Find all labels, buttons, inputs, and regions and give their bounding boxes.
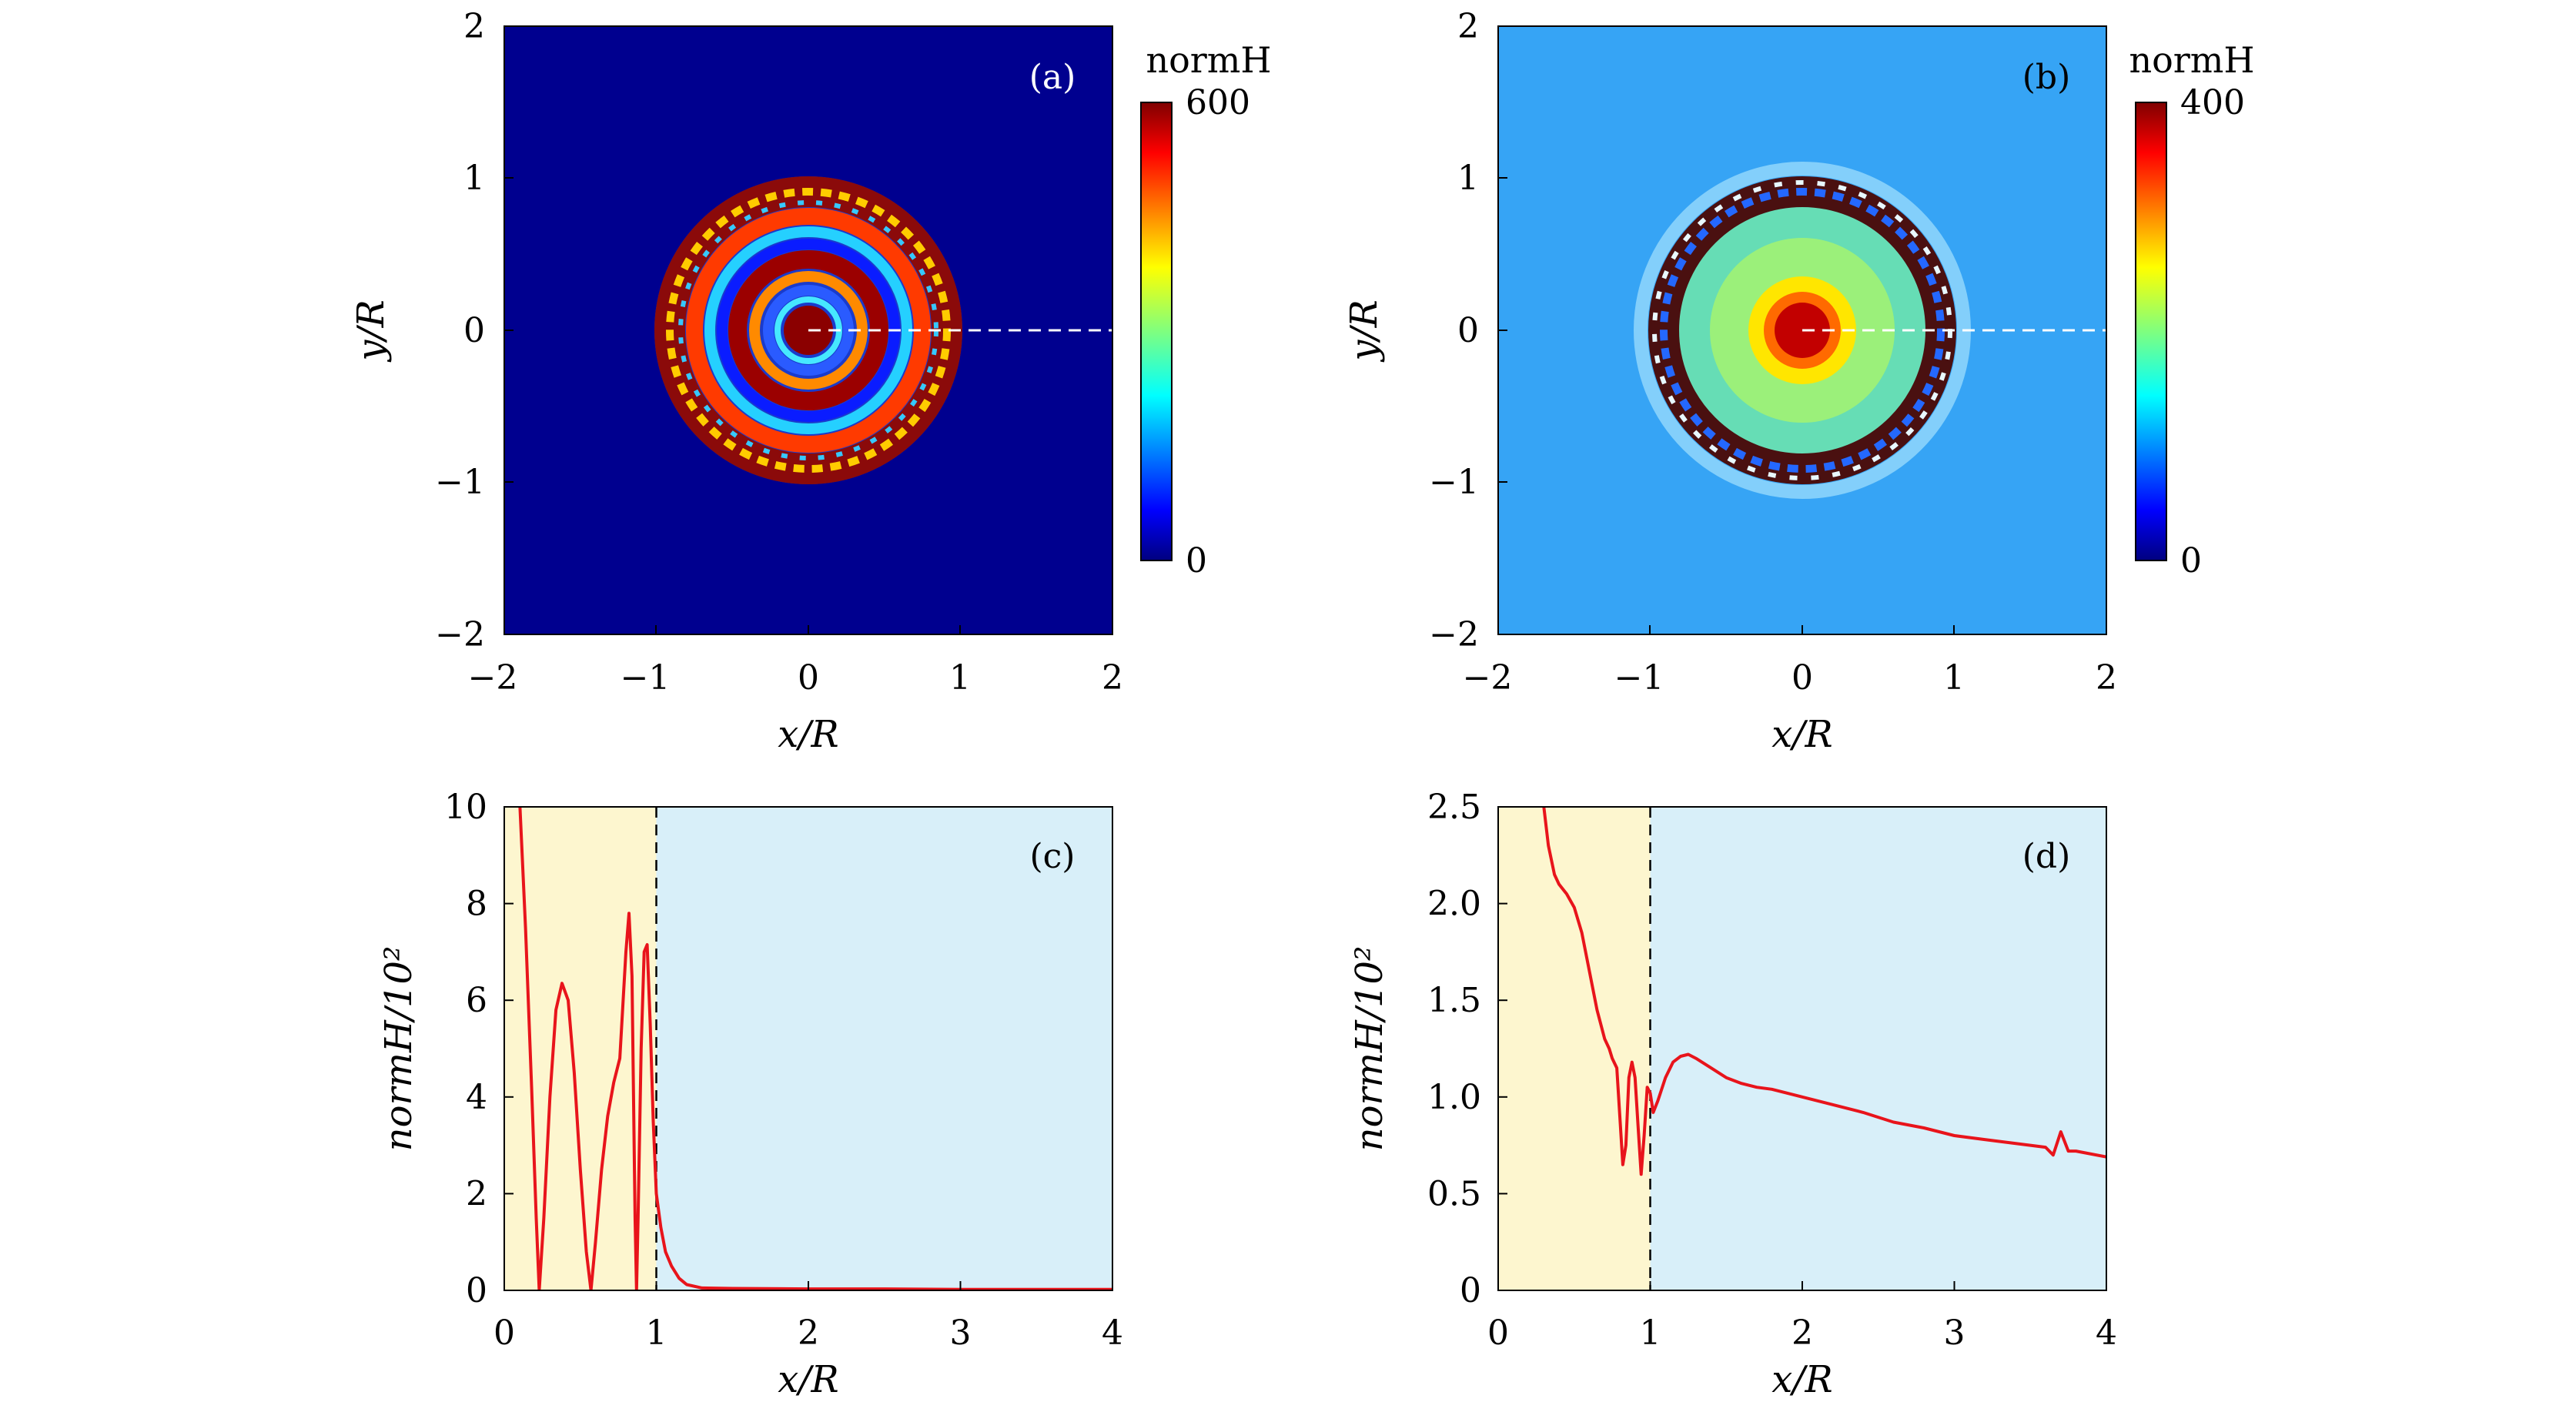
panel-b-colorbar-gradient — [2135, 102, 2167, 561]
panel-a-colorbar-max: 600 — [1186, 83, 1250, 122]
panel-d-label: (d) — [2022, 837, 2071, 876]
panel-a-xtick-3: 1 — [949, 658, 971, 698]
panel-b-heatmap: −2 −1 0 1 2 −2 −1 0 1 2 x/R y/R (b) norm… — [1343, 7, 2255, 756]
panel-b-xtick-1: −1 — [1614, 658, 1664, 698]
panel-c-ytick-2: 4 — [466, 1078, 487, 1117]
panel-c-ytick-5: 10 — [444, 788, 487, 827]
panel-a-colorbar-min: 0 — [1186, 541, 1207, 581]
panel-a-ring-2 — [704, 226, 912, 434]
panel-b-ytick-2: 0 — [1457, 311, 1479, 350]
panel-d-regions — [1498, 807, 2106, 1290]
panel-a-xtick-1: −1 — [621, 658, 671, 698]
panel-b-xtick-2: 0 — [1791, 658, 1813, 698]
panel-b-xtick-0: −2 — [1463, 658, 1513, 698]
panel-d-line-chart: 0 1 2 3 4 0 0.5 1.0 1.5 2.0 2.5 x/R normH/10² (d) — [1348, 788, 2117, 1401]
panel-d-xtick-0: 0 — [1487, 1313, 1509, 1353]
panel-a-ytick-1: −1 — [435, 463, 485, 502]
panel-a-ytick-3: 1 — [463, 159, 485, 198]
panel-d-xtick-1: 1 — [1640, 1313, 1661, 1353]
panel-b-y-ticks: −2 −1 0 1 2 — [1429, 7, 1507, 654]
panel-a-colorbar-label: normH — [1146, 39, 1271, 81]
panel-a-x-ticks: −2 −1 0 1 2 — [468, 625, 1123, 698]
panel-b-colorbar-min: 0 — [2180, 541, 2202, 581]
panel-b-ylabel: y/R — [1343, 299, 1386, 362]
panel-b-xtick-4: 2 — [2096, 658, 2117, 698]
panel-a-ring-dense-detail — [666, 188, 951, 473]
panel-a-colorbar-gradient — [1140, 102, 1173, 561]
panel-b-ytick-0: −2 — [1429, 615, 1479, 654]
panel-c-ytick-4: 8 — [466, 885, 487, 924]
panel-a-xlabel: x/R — [778, 713, 838, 756]
panel-d-ytick-1: 0.5 — [1427, 1174, 1481, 1213]
panel-d-xtick-4: 4 — [2096, 1313, 2117, 1353]
panel-d-series-line-0 — [1542, 807, 2106, 1176]
panel-c-ytick-1: 2 — [466, 1174, 487, 1213]
panel-b-xlabel: x/R — [1771, 713, 1832, 756]
panel-a-ytick-2: 0 — [463, 311, 485, 350]
panel-d-xlabel: x/R — [1771, 1358, 1832, 1401]
panel-d-ylabel: normH/10² — [1348, 946, 1391, 1152]
panel-a-ring-1 — [686, 208, 931, 453]
panel-c-series-line-0 — [518, 807, 1112, 1290]
panel-d-ytick-5: 2.5 — [1427, 788, 1481, 827]
panel-c-ticks: 0 1 2 3 4 0 2 4 6 8 10 — [444, 788, 1123, 1353]
panel-b-colorbar-max: 400 — [2180, 83, 2245, 122]
panel-c-regions — [504, 807, 1112, 1290]
panel-a-xtick-0: −2 — [468, 658, 518, 698]
panel-a-ytick-4: 2 — [463, 7, 485, 46]
panel-d-ytick-3: 1.5 — [1427, 981, 1481, 1020]
panel-a-ylabel: y/R — [350, 299, 393, 362]
panel-d-ytick-0: 0 — [1460, 1271, 1481, 1310]
panel-a-xtick-4: 2 — [1102, 658, 1123, 698]
panel-b-ring-dense-detail — [1660, 188, 1945, 473]
panel-b-colorbar: normH 400 0 — [2129, 39, 2254, 581]
panel-b-xtick-3: 1 — [1943, 658, 1965, 698]
panel-d-xtick-3: 3 — [1944, 1313, 1965, 1353]
panel-c-label: (c) — [1030, 837, 1076, 876]
panel-d-region-1 — [1650, 807, 2106, 1290]
panel-a-ring-5 — [749, 271, 868, 390]
panel-c-xtick-4: 4 — [1102, 1313, 1123, 1353]
panel-c-ylabel: normH/10² — [377, 946, 420, 1152]
panel-a-colorbar: normH 600 0 — [1140, 39, 1272, 581]
panel-c-xtick-0: 0 — [493, 1313, 515, 1353]
panel-d-series — [1542, 807, 2106, 1176]
panel-a-field — [654, 176, 1112, 484]
panel-c-ytick-0: 0 — [466, 1271, 487, 1310]
panel-a-label: (a) — [1029, 58, 1076, 97]
panel-a-heatmap: −2 −1 0 1 2 −2 −1 0 1 2 x/R y/R (a) norm… — [350, 7, 1272, 756]
panel-b-ytick-3: 1 — [1457, 159, 1479, 198]
panel-c-region-1 — [656, 807, 1112, 1290]
panel-b-colorbar-label: normH — [2129, 39, 2254, 81]
panel-d-ytick-2: 1.0 — [1427, 1078, 1481, 1117]
panel-d-ticks: 0 1 2 3 4 0 0.5 1.0 1.5 2.0 2.5 — [1427, 788, 2117, 1353]
panel-d-region-0 — [1498, 807, 1651, 1290]
panel-c-xtick-2: 2 — [798, 1313, 819, 1353]
panel-a-y-ticks: −2 −1 0 1 2 — [435, 7, 514, 654]
panel-c-xtick-3: 3 — [950, 1313, 972, 1353]
panel-b-x-ticks: −2 −1 0 1 2 — [1463, 625, 2117, 698]
panel-a-ytick-0: −2 — [435, 615, 485, 654]
panel-c-series — [518, 807, 1112, 1290]
panel-b-label: (b) — [2022, 58, 2071, 97]
panel-d-ytick-4: 2.0 — [1427, 885, 1481, 924]
panel-b-field — [1634, 162, 2106, 499]
panel-d-xtick-2: 2 — [1791, 1313, 1813, 1353]
panel-c-line-chart: 0 1 2 3 4 0 2 4 6 8 10 x/R normH/10² (c) — [377, 788, 1123, 1401]
panel-b-ytick-4: 2 — [1457, 7, 1479, 46]
panel-c-xlabel: x/R — [778, 1358, 838, 1401]
panel-c-ytick-3: 6 — [466, 981, 487, 1020]
panel-b-ytick-1: −1 — [1429, 463, 1479, 502]
panel-c-xtick-1: 1 — [646, 1313, 667, 1353]
panel-a-xtick-2: 0 — [798, 658, 819, 698]
